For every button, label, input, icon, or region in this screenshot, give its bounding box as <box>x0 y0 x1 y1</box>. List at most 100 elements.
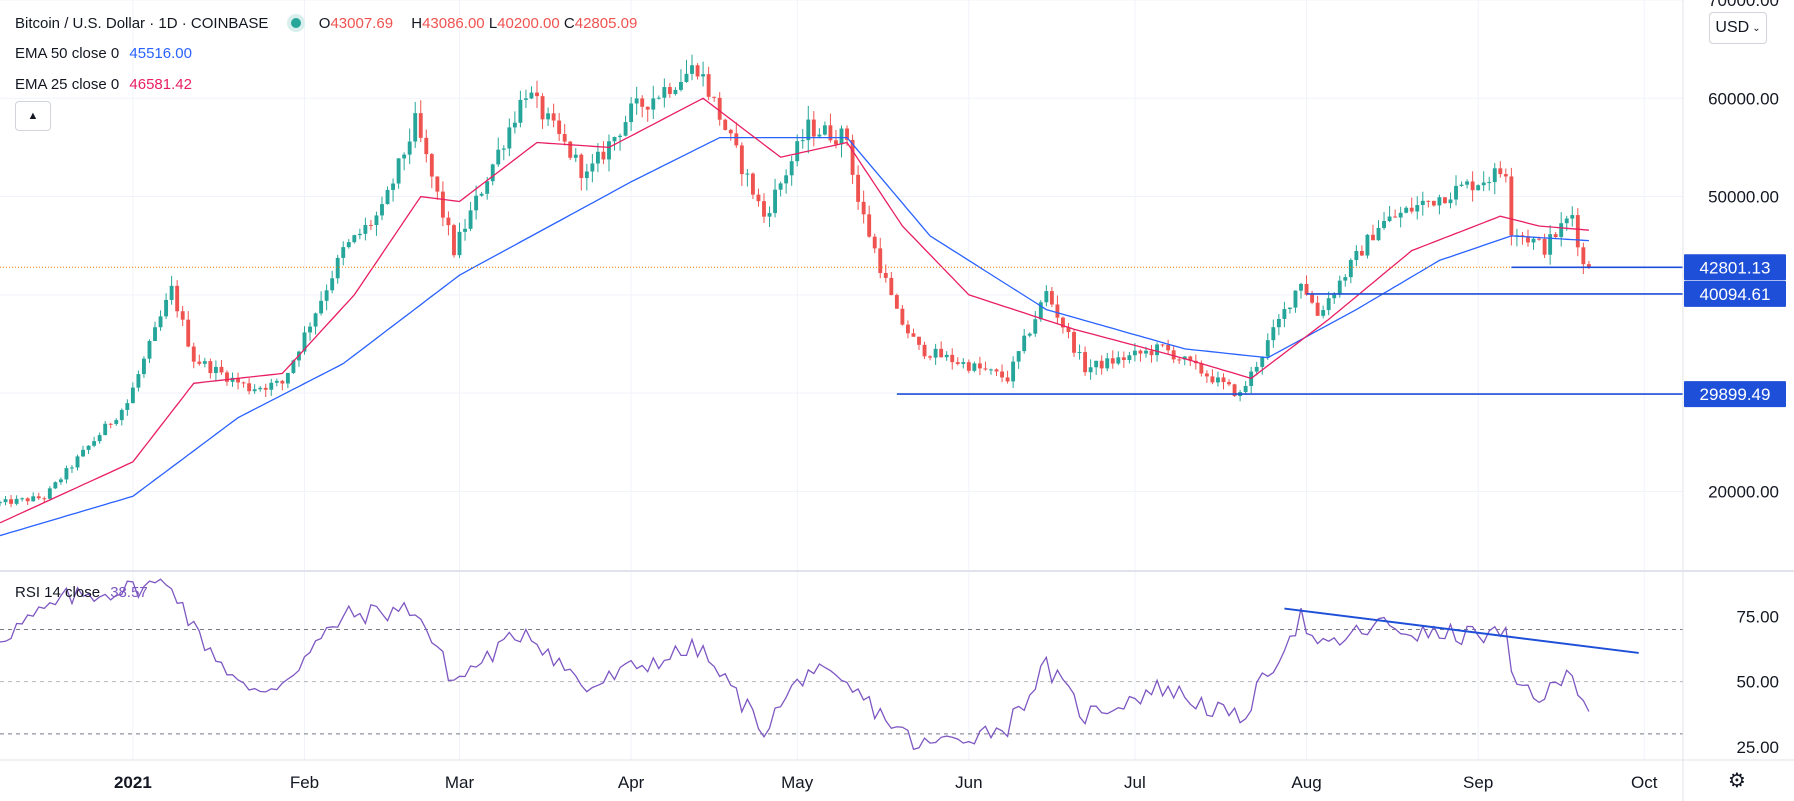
price-tick-label: 60000.00 <box>1708 89 1779 108</box>
candle-body <box>950 354 955 363</box>
candle-body <box>225 372 229 382</box>
candle-body <box>994 369 999 372</box>
candle-body <box>1216 377 1220 383</box>
candle-body <box>507 127 512 149</box>
candle-body <box>1542 238 1547 255</box>
candle-body <box>280 380 285 384</box>
settings-gear-icon[interactable]: ⚙ <box>1725 768 1749 792</box>
candle-body <box>1548 234 1553 255</box>
candle-body <box>839 128 844 145</box>
candle-body <box>695 65 700 77</box>
candle-body <box>346 242 351 248</box>
candle-body <box>584 171 589 179</box>
candle-body <box>9 499 14 504</box>
candle-body <box>1299 283 1303 291</box>
candle-body <box>1138 350 1143 354</box>
candle-body <box>186 319 191 347</box>
candle-body <box>557 120 562 135</box>
candle-body <box>213 366 218 374</box>
candle-body <box>446 217 451 226</box>
candle-body <box>551 113 556 121</box>
candle-body <box>1570 215 1575 219</box>
candle-body <box>230 377 235 382</box>
candle-body <box>485 181 490 194</box>
candle-body <box>479 193 484 196</box>
candle-body <box>164 299 169 317</box>
candle-body <box>440 191 445 218</box>
ema50-legend[interactable]: EMA 50 close 0 45516.00 <box>15 45 192 62</box>
price-pane[interactable] <box>0 54 1683 537</box>
candle-body <box>1232 384 1237 397</box>
ema25-legend[interactable]: EMA 25 close 0 46581.42 <box>15 76 192 93</box>
exchange: COINBASE <box>190 15 269 32</box>
candle-body <box>1210 376 1215 383</box>
candle-body <box>1509 176 1514 236</box>
candle-body <box>1393 216 1398 218</box>
candle-body <box>612 137 617 142</box>
low-label: L <box>488 15 498 32</box>
candle-body <box>762 201 766 217</box>
candle-body <box>1011 361 1016 382</box>
candle-body <box>1354 250 1359 261</box>
candle-body <box>180 311 185 320</box>
candle-body <box>418 113 423 138</box>
candle-body <box>1470 181 1475 191</box>
rsi-line <box>0 578 1590 751</box>
candle-body <box>822 125 827 135</box>
candle-body <box>1371 234 1375 241</box>
candle-body <box>125 403 130 410</box>
high-value: 43086.00 <box>422 15 485 32</box>
candle-body <box>1459 184 1464 186</box>
candle-body <box>1520 235 1525 237</box>
candle-body <box>86 445 91 450</box>
candle-body <box>1326 298 1331 311</box>
candle-body <box>800 140 805 142</box>
candle-body <box>701 74 706 77</box>
candle-body <box>0 502 2 504</box>
rsi-legend[interactable]: RSI 14 close 38.57 <box>15 584 148 601</box>
candle-body <box>169 285 174 300</box>
candle-body <box>108 423 113 425</box>
candle-body <box>750 173 755 195</box>
candle-body <box>463 228 467 232</box>
candle-body <box>1387 216 1392 221</box>
candle-body <box>922 344 927 357</box>
candle-body <box>795 141 800 162</box>
interval[interactable]: 1D <box>158 15 178 32</box>
candle-body <box>1503 174 1508 177</box>
candle-body <box>1404 207 1409 213</box>
candle-body <box>1559 223 1564 238</box>
candle-body <box>330 278 335 291</box>
candle-body <box>717 97 722 120</box>
candle-body <box>1094 360 1099 368</box>
chevron-up-icon: ▲ <box>27 110 39 122</box>
candle-body <box>396 158 401 184</box>
candle-body <box>679 82 683 90</box>
candle-body <box>202 361 207 364</box>
candle-body <box>36 496 41 499</box>
candle-body <box>1166 344 1171 351</box>
candle-body <box>175 285 180 312</box>
candle-body <box>435 176 440 192</box>
candle-body <box>1537 238 1541 240</box>
candle-body <box>1498 168 1503 175</box>
collapse-legend-button[interactable]: ▲ <box>15 101 51 131</box>
candle-body <box>1149 350 1154 356</box>
candle-body <box>1337 280 1342 295</box>
candle-body <box>645 106 650 110</box>
candle-body <box>1476 185 1481 191</box>
currency-selector[interactable]: USD ⌄ <box>1709 12 1767 44</box>
candle-body <box>1282 309 1287 319</box>
rsi-pane[interactable] <box>0 578 1683 751</box>
candle-body <box>1553 234 1558 238</box>
candle-body <box>1132 350 1137 356</box>
candle-body <box>972 363 977 371</box>
candle-body <box>269 382 274 390</box>
candle-body <box>14 498 19 504</box>
candle-body <box>911 333 916 337</box>
close-value: 42805.09 <box>574 15 638 32</box>
candle-body <box>673 89 678 94</box>
candle-body <box>1531 238 1536 243</box>
candle-body <box>53 482 58 489</box>
candle-body <box>883 272 888 278</box>
